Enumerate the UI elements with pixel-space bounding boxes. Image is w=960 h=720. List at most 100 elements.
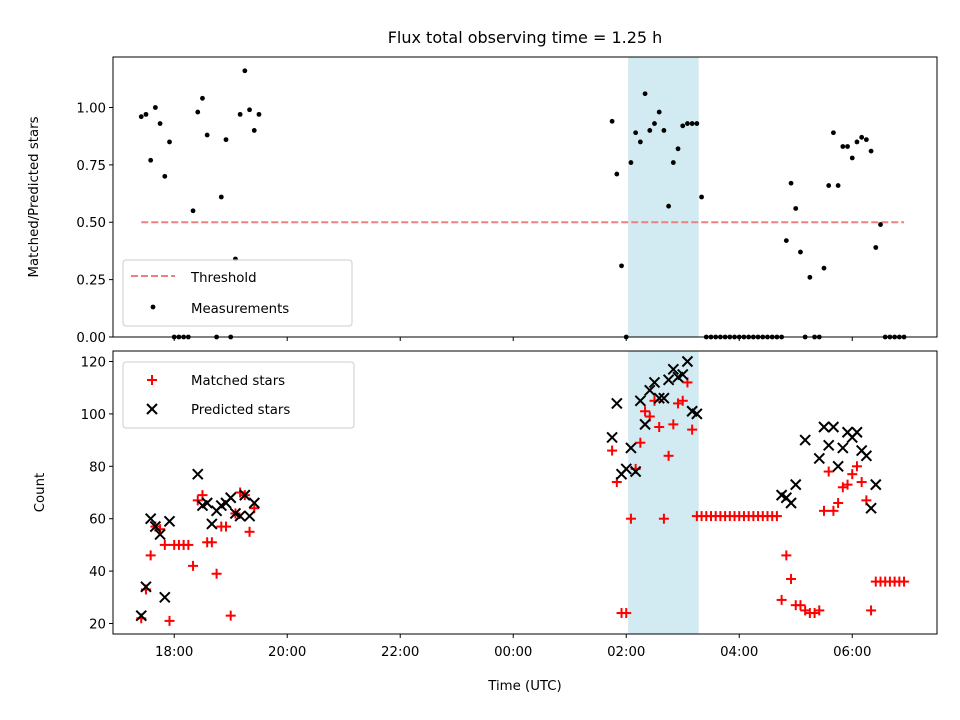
legend-measurement-swatch — [150, 304, 156, 310]
predicted-star-marker — [159, 591, 171, 604]
measurement-point — [863, 137, 869, 143]
x-stroke-b — [154, 528, 166, 541]
predicted-star-marker — [644, 384, 656, 397]
matched-star-marker — [607, 445, 618, 456]
matched-star-marker — [795, 600, 806, 611]
measurement-point — [138, 114, 144, 120]
measurement-point — [152, 105, 158, 110]
bottom-panel: 20 40 60 80 100 120 18:00 20:00 22:00 00:00 02:00… — [33, 350, 938, 694]
x-stroke-b — [629, 465, 642, 478]
highlight-band — [628, 57, 699, 337]
measurement-point — [835, 183, 841, 188]
measurement-point — [242, 68, 248, 74]
measurement-point — [143, 111, 149, 117]
x-stroke-b — [653, 392, 665, 404]
matched-star-marker — [851, 461, 862, 472]
matched-star-marker — [164, 615, 175, 626]
measurement-point — [633, 130, 639, 136]
bottom-axes-frame — [112, 350, 938, 635]
predicted-star-marker — [620, 463, 632, 475]
predicted-star-marker — [790, 478, 802, 491]
measurement-point — [670, 160, 676, 165]
predicted-star-marker — [154, 528, 166, 541]
bottom-y-axis-label: Count — [33, 473, 48, 513]
predicted-star-marker — [234, 510, 246, 522]
measurement-point — [609, 118, 615, 124]
measurement-point — [807, 274, 813, 280]
legend-box — [122, 259, 353, 327]
x-stroke-b — [790, 478, 802, 491]
measurement-point — [868, 148, 874, 154]
measurement-point — [652, 121, 657, 126]
measurement-point — [788, 180, 794, 186]
matched-star-marker — [654, 421, 665, 432]
x-stroke-b — [860, 450, 873, 462]
matched-star-marker — [677, 395, 688, 406]
measurement-point — [157, 121, 163, 126]
x-stroke-b — [229, 507, 242, 520]
predicted-star-marker — [860, 450, 873, 462]
measurement-point — [247, 107, 252, 113]
legend-matched-label: Matched stars — [191, 374, 285, 389]
predicted-star-marker — [634, 395, 647, 407]
x-stroke-b — [625, 442, 637, 454]
measurement-point — [798, 249, 803, 255]
matched-star-marker — [188, 560, 199, 571]
legend-measurement-label: Measurements — [191, 302, 289, 317]
measurement-point — [699, 194, 704, 200]
matched-star-marker — [244, 526, 255, 537]
predicted-star-marker — [149, 520, 162, 533]
bottom-x-axis-label: Time (UTC) — [487, 679, 562, 694]
measurement-point — [614, 171, 620, 177]
predicted-star-marker — [639, 418, 651, 431]
predicted-star-marker — [818, 421, 830, 433]
measurement-point — [642, 91, 648, 97]
y-tick-label: 1.00 — [76, 101, 106, 116]
x-stroke-b — [192, 468, 204, 480]
top-axes-frame — [112, 56, 938, 338]
measurement-point — [661, 128, 667, 133]
matched-star-marker — [847, 469, 858, 480]
matched-star-marker — [640, 406, 651, 417]
x-stroke-b — [686, 405, 698, 417]
predicted-star-marker — [681, 355, 694, 368]
matched-star-marker — [771, 511, 782, 522]
matched-star-marker — [823, 466, 834, 477]
matched-star-marker — [621, 608, 632, 619]
x-stroke-b — [658, 392, 670, 404]
predicted-star-marker — [629, 465, 642, 478]
measurement-point — [793, 206, 799, 211]
x-stroke-b — [785, 497, 797, 509]
x-stroke-b — [644, 384, 656, 397]
matched-star-marker — [828, 505, 839, 516]
matched-star-marker — [635, 437, 646, 448]
x-stroke-b — [677, 368, 689, 381]
predicted-star-marker — [691, 408, 703, 420]
x-stroke-b — [611, 397, 623, 410]
measurement-point — [628, 160, 634, 165]
measurement-point — [204, 132, 210, 138]
predicted-star-marker — [799, 434, 811, 446]
measurement-point — [878, 222, 883, 227]
x-stroke-b — [163, 515, 176, 528]
x-stroke-b — [639, 418, 651, 431]
matched-star-marker — [225, 610, 236, 621]
x-tick-label: 02:00 — [607, 645, 645, 660]
measurement-point — [685, 121, 690, 126]
x-stroke-b — [827, 421, 840, 433]
x-stroke-b — [865, 502, 877, 514]
measurement-point — [656, 109, 662, 115]
matched-star-marker — [159, 539, 170, 550]
measurement-point — [251, 128, 257, 133]
x-stroke-b — [225, 492, 237, 504]
matched-star-marker — [668, 419, 679, 430]
predicted-star-marker — [606, 431, 618, 444]
measurement-point — [783, 238, 789, 244]
measurement-point — [680, 123, 686, 129]
predicted-star-marker — [662, 374, 675, 386]
x-stroke-b — [648, 376, 661, 389]
measurement-point — [167, 139, 172, 145]
x-tick-label: 06:00 — [833, 645, 871, 660]
x-stroke-b — [606, 431, 618, 444]
